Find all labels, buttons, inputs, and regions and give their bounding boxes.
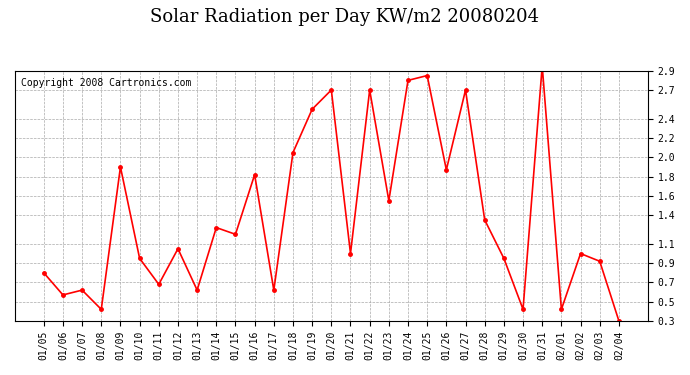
Text: Copyright 2008 Cartronics.com: Copyright 2008 Cartronics.com [21,78,192,88]
Text: Solar Radiation per Day KW/m2 20080204: Solar Radiation per Day KW/m2 20080204 [150,8,540,26]
